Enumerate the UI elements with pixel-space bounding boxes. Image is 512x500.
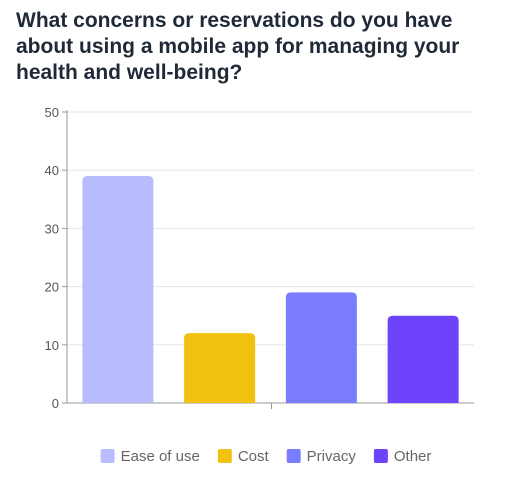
bar-ease-of-use[interactable] (82, 176, 154, 403)
y-tick-label: 50 (45, 105, 59, 120)
legend: Ease of use Cost Privacy Other (100, 448, 432, 465)
legend-swatch (217, 449, 232, 463)
legend-label[interactable]: Cost (238, 448, 270, 465)
y-tick-label: 40 (45, 163, 59, 178)
legend-label[interactable]: Ease of use (121, 448, 200, 465)
legend-swatch (373, 449, 388, 463)
y-tick-label: 10 (45, 338, 59, 353)
legend-swatch (286, 449, 301, 463)
y-tick-label: 0 (52, 396, 59, 411)
legend-label[interactable]: Privacy (307, 448, 357, 465)
legend-swatch (100, 449, 115, 463)
y-tick-label: 20 (45, 280, 59, 295)
bar-other[interactable] (387, 315, 459, 403)
legend-label[interactable]: Other (394, 448, 432, 465)
bars (82, 176, 459, 403)
chart-title: What concerns or reservations do you hav… (16, 9, 460, 84)
bar-privacy[interactable] (285, 292, 357, 403)
y-tick-label: 30 (45, 221, 59, 236)
bar-cost[interactable] (184, 333, 256, 403)
